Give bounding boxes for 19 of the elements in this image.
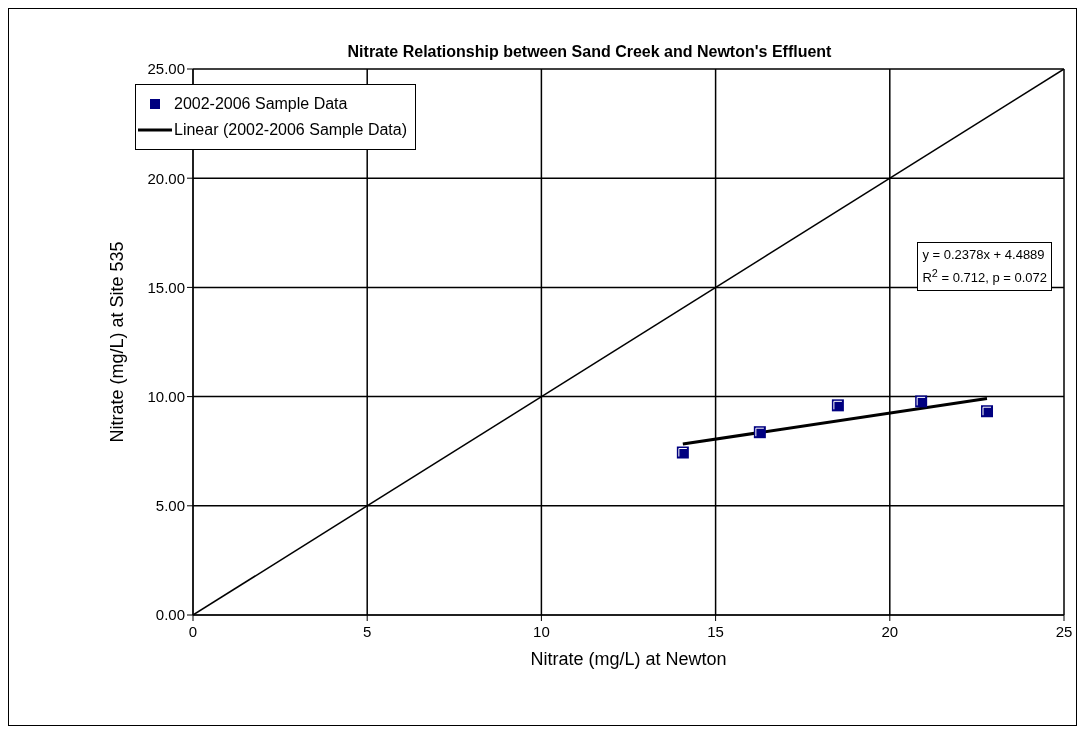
y-tick-label: 5.00 [155,497,185,515]
x-tick-label: 10 [533,623,550,640]
annotation: R$^{2}$ = 0.712, p = 0.072 [922,266,1047,288]
y-axis-title: Nitrate (mg/L) at Site 535 [107,241,128,443]
x-axis-title: Nitrate (mg/L) at Newton [530,649,727,669]
y-tick-label: 25.00 [147,60,185,78]
y-tick-label: 10.00 [147,387,185,405]
legend-label: Linear (2002-2006 Sample Data) [174,121,408,139]
y-tick-label: 20.00 [147,169,185,187]
y-tick-label: 15.00 [147,278,185,296]
x-tick-label: 20 [881,623,899,640]
x-tick-label: 0 [188,623,198,640]
chart-title: Nitrate Relationship between Sand Creek and Newton's Effluent [346,43,833,61]
y-tick-label: 0.00 [155,606,185,624]
x-tick-label: 5 [363,623,372,640]
x-tick-label: 15 [707,623,724,640]
legend-label: 2002-2006 Sample Data [174,95,348,113]
x-tick-label: 25 [1055,623,1073,640]
annotation: y = 0.2378x + 4.4889 [922,246,1046,264]
